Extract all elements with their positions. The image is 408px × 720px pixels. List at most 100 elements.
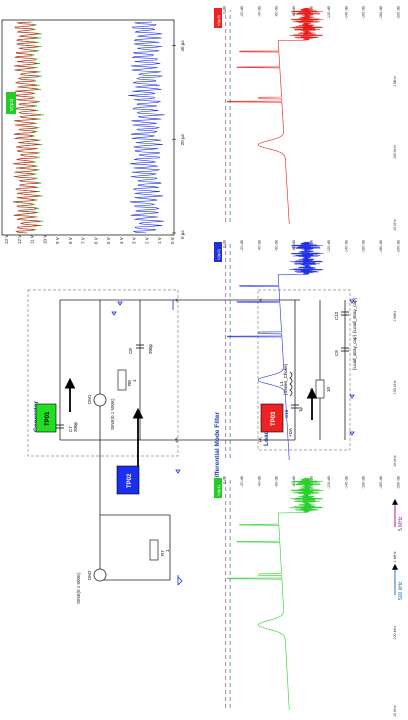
r8-name: R8: [127, 380, 132, 386]
time-ytick-label: 2 V: [144, 237, 149, 244]
source-dm2-param: SINE(0 1 500K): [76, 572, 81, 604]
l1-value: {Series_Choke}: [283, 363, 288, 395]
spectrum-ytick-label: -160 dB: [362, 476, 366, 490]
load-box: [257, 289, 351, 451]
spectrum-ytick-label: -140 dB: [344, 476, 348, 490]
tp01-label: TP01: [45, 411, 51, 426]
c7-name: C7: [68, 426, 73, 432]
source-dm2-name: DM2: [87, 570, 92, 580]
time-ytick-label: 12 V: [17, 235, 22, 244]
time-ytick-label: 9 V: [55, 237, 60, 244]
spectrum-ytick-label: -40 dB: [257, 6, 261, 18]
node-plus-a-left: +A: [174, 437, 179, 443]
node-minus-a-left: -A: [174, 299, 179, 304]
marker-5m-label: 5 MHz: [398, 516, 404, 531]
tp02-label: TP02: [127, 473, 133, 488]
time-plot-traces: [11, 21, 165, 234]
spectrum-trace: [227, 241, 324, 461]
spectrum-label: V(tp2): [216, 248, 221, 260]
tp03-group: TP03: [260, 387, 318, 433]
spectrum-ytick-label: -200 dB: [397, 6, 401, 20]
schematic-title: With Differential Mode Filter: [214, 411, 221, 498]
spectrum-ytick-label: -120 dB: [327, 6, 331, 20]
r8-value: 1: [132, 379, 137, 382]
spectrum-xtick-label: 1 MHz: [393, 551, 397, 562]
trace-blue: [128, 21, 165, 234]
capacitor-c7: [56, 424, 64, 429]
spectrum-xtick-label: 100 kHz: [393, 145, 397, 159]
capacitor-c9: [341, 347, 349, 352]
time-ytick-label: 4 V: [119, 237, 124, 244]
node-plus-a-right: +A: [258, 437, 263, 443]
spectrum-label-bg: [214, 242, 222, 262]
spectrum-ytick-label: -120 dB: [327, 476, 331, 490]
spectrum-ytick-label: -20 dB: [240, 240, 244, 252]
capacitor-c8: [136, 344, 144, 349]
c12-name: C12: [334, 311, 339, 320]
spectrum-xtick-label: 1 MHz: [393, 311, 397, 322]
spectrum-ytick-label: -180 dB: [379, 6, 383, 20]
capacitor-c10: [291, 404, 299, 409]
spectrum-ytick-label: 0 dB: [223, 240, 227, 248]
spectrum-ytick-label: -140 dB: [344, 240, 348, 254]
tp03-box: [260, 403, 284, 433]
resistor-r8: [117, 369, 127, 391]
spectrum-xtick-label: 10 kHz: [393, 705, 397, 717]
spectrum-ytick-label: -200 dB: [397, 476, 401, 490]
node-minus-a-right: -A: [258, 299, 263, 304]
r9-value: 10: [326, 386, 331, 392]
time-ytick-label: 0 V: [170, 237, 175, 244]
marker-500k-label: 500 kHz: [398, 581, 404, 600]
ground-symbols: [111, 299, 355, 586]
tp03-label: TP03: [271, 411, 277, 426]
spectrum-xtick-label: 10 kHz: [393, 219, 397, 231]
time-ytick-label: 1 V: [157, 237, 162, 244]
spectrum-trace: [227, 7, 324, 225]
spectrum-panel: 0 dB -20 dB -40 dB -60 dB -80 dB -100 dB -120 …: [214, 476, 401, 717]
spectrum-ytick-label: -20 dB: [240, 6, 244, 18]
c7-value: 200p: [73, 421, 78, 432]
time-ytick-label: 13 V: [4, 235, 9, 244]
c8-name: C8: [128, 348, 133, 354]
source-dm1-name: DM1: [87, 394, 92, 404]
time-plot: 13 V 12 V 11 V 10 V 9 V 8 V 7 V 6 V 5 V 4 V 3 V 2 V…: [1, 19, 185, 244]
spectrum-ytick-label: -40 dB: [257, 476, 261, 488]
time-xtick-label: 20 µs: [180, 133, 185, 145]
time-ytick-label: 11 V: [30, 235, 35, 244]
r7-name: R7: [160, 550, 165, 556]
c8-value: 200p: [148, 343, 153, 354]
spectrum-ytick-label: -120 dB: [327, 240, 331, 254]
time-ytick-label: 7 V: [81, 237, 86, 244]
spectrum-panel: 0 dB -20 dB -40 dB -60 dB -80 dB -100 dB -120 …: [214, 6, 401, 231]
spectrum-ytick-label: -40 dB: [257, 240, 261, 252]
spectrum-label: V(tp1): [216, 484, 221, 496]
spectrum-ytick-label: -20 dB: [240, 476, 244, 488]
time-xtick-label: 40 µs: [180, 40, 185, 52]
c10-value: 1p: [298, 406, 303, 412]
spectrum-ytick-label: 0 dB: [223, 476, 227, 484]
c9-name: C9: [334, 350, 339, 356]
time-ytick-label: 8 V: [68, 237, 73, 244]
l1-name: L1: [279, 380, 284, 386]
time-ytick-label: 5 V: [106, 237, 111, 244]
trace-red: [11, 21, 41, 234]
spectrum-xtick-label: 100 kHz: [393, 626, 397, 640]
tp01-box: [35, 403, 57, 433]
schematic: With Differential Mode Filter Generator …: [27, 289, 357, 604]
time-ytick-label: 6 V: [93, 237, 98, 244]
spectrum-ytick-label: -180 dB: [379, 240, 383, 254]
generator-box: [27, 289, 179, 457]
tp01-group: TP01: [35, 377, 76, 433]
spectrum-panel: 0 dB -20 dB -40 dB -60 dB -80 dB -100 dB -120 …: [214, 240, 401, 467]
spectrum-ytick-label: -60 dB: [275, 476, 279, 488]
spectrum-ytick-label: -60 dB: [275, 240, 279, 252]
spectrum-ytick-label: -100 dB: [310, 6, 314, 20]
capacitor-c12: [341, 311, 349, 316]
time-plot-yticks: 13 V 12 V 11 V 10 V 9 V 8 V 7 V 6 V 5 V 4 V 3 V 2 V…: [4, 235, 175, 244]
spectrum-label-bg: [214, 8, 222, 28]
marker-group: 500 kHz 5 MHz: [392, 498, 404, 600]
source-dm1: [93, 393, 107, 407]
source-dm1-param: SINE(0 1 500K): [110, 398, 115, 430]
